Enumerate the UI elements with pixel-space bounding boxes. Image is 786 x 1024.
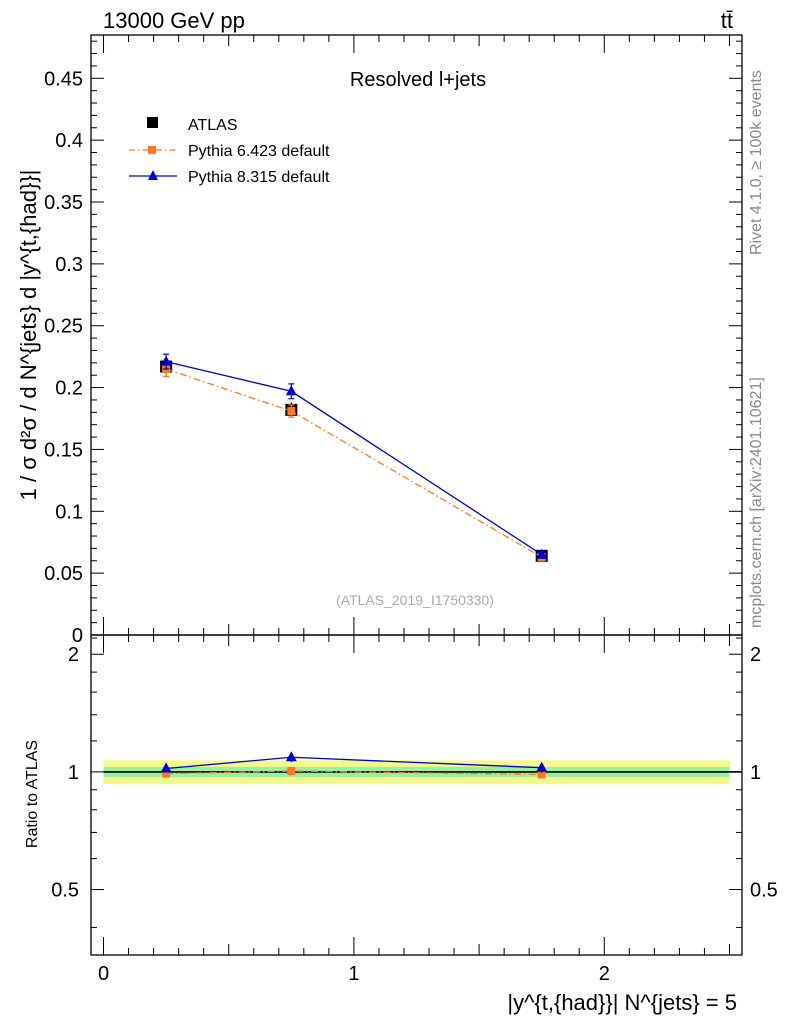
- x-axis-label: |y^{t,{had}}| N^{jets} = 5: [507, 990, 737, 1015]
- ratio-pythia6-point: [162, 769, 171, 778]
- main-data-layer: [160, 353, 548, 562]
- main-y-tick-label: 0.3: [55, 254, 83, 276]
- x-tick-label: 2: [599, 963, 610, 985]
- legend-label-atlas: ATLAS: [188, 117, 238, 134]
- main-y-axis: 0 0.05 0.1 0.15 0.2 0.25 0.3 0.35 0.4 0.45: [44, 40, 742, 647]
- chart-title: Resolved l+jets: [350, 69, 486, 91]
- ratio-pythia8-point: [160, 762, 172, 773]
- main-y-tick-label: 0.45: [44, 68, 83, 90]
- header-process-label: tt̄: [721, 8, 733, 33]
- ratio-y-tick-label-right: 2: [750, 644, 761, 666]
- pythia8-series-line: [165, 360, 543, 556]
- legend-marker-pythia6: [148, 146, 156, 154]
- ratio-y-tick-label-right: 1: [750, 762, 761, 784]
- legend: ATLAS Pythia 6.423 default Pythia 8.315 …: [129, 117, 330, 186]
- ratio-pythia8-point: [285, 751, 297, 762]
- legend-marker-pythia8: [148, 170, 158, 180]
- main-y-axis-label: 1 / σ d²σ / d N^{jets} d |y^{t,{had}}|: [16, 170, 41, 501]
- main-y-tick-label: 0.2: [55, 378, 83, 400]
- pythia6-data-point: [287, 407, 296, 416]
- main-y-tick-label: 0.15: [44, 439, 83, 461]
- legend-label-pythia6: Pythia 6.423 default: [188, 143, 330, 160]
- x-tick-label: 0: [98, 963, 109, 985]
- mcplots-credit-label: mcplots.cern.ch [arXiv:2401.10621]: [748, 377, 765, 628]
- ratio-pythia6-point: [537, 770, 546, 779]
- main-y-tick-label: 0.35: [44, 192, 83, 214]
- header-energy-label: 13000 GeV pp: [103, 8, 245, 33]
- pythia6-series-line: [165, 368, 543, 558]
- ratio-panel-frame: [90, 634, 743, 956]
- analysis-watermark: (ATLAS_2019_I1750330): [336, 592, 494, 608]
- ratio-y-tick-label-right: 0.5: [750, 880, 778, 902]
- ratio-data-layer: [160, 751, 548, 779]
- x-axis: 0 1 2: [98, 35, 730, 985]
- ratio-y-axis-label: Ratio to ATLAS: [24, 740, 41, 848]
- main-y-tick-label: 0.05: [44, 563, 83, 585]
- ratio-pythia8-point: [536, 761, 548, 772]
- ratio-y-tick-label: 0.5: [51, 880, 79, 902]
- ratio-y-tick-label: 1: [68, 762, 79, 784]
- main-y-tick-label: 0.25: [44, 316, 83, 338]
- pythia8-data-point: [536, 548, 548, 559]
- main-y-tick-label: 0.4: [55, 130, 83, 152]
- pythia8-data-point: [285, 385, 297, 396]
- legend-marker-atlas: [147, 117, 158, 128]
- ratio-pythia6-point: [287, 767, 296, 776]
- pythia8-data-point: [160, 355, 172, 366]
- x-tick-label: 1: [348, 963, 359, 985]
- legend-label-pythia8: Pythia 8.315 default: [188, 169, 330, 186]
- ratio-pythia6-line: [166, 770, 542, 776]
- main-y-tick-label: 0.1: [55, 501, 83, 523]
- ratio-y-tick-label: 2: [68, 644, 79, 666]
- rivet-version-label: Rivet 4.1.0, ≥ 100k events: [748, 70, 765, 255]
- ratio-y-axis: 0.5 0.5 1 1 2 2: [51, 637, 778, 928]
- main-y-tick-label: 0: [72, 625, 83, 647]
